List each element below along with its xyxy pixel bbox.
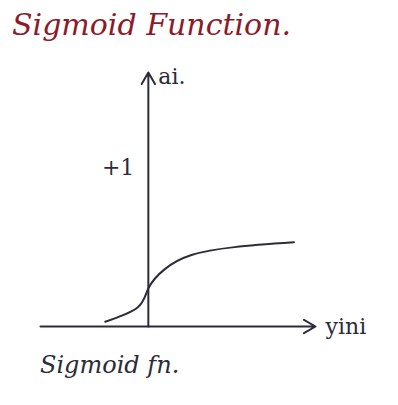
html-text:Sigmoid Function.: Sigmoid Function. [12, 7, 291, 42]
html-text:Sigmoid fn.: Sigmoid fn. [40, 351, 180, 379]
svg-text:+1: +1 [102, 155, 134, 180]
svg-text:yini: yini [325, 314, 367, 339]
svg-text:ai.: ai. [158, 64, 185, 89]
